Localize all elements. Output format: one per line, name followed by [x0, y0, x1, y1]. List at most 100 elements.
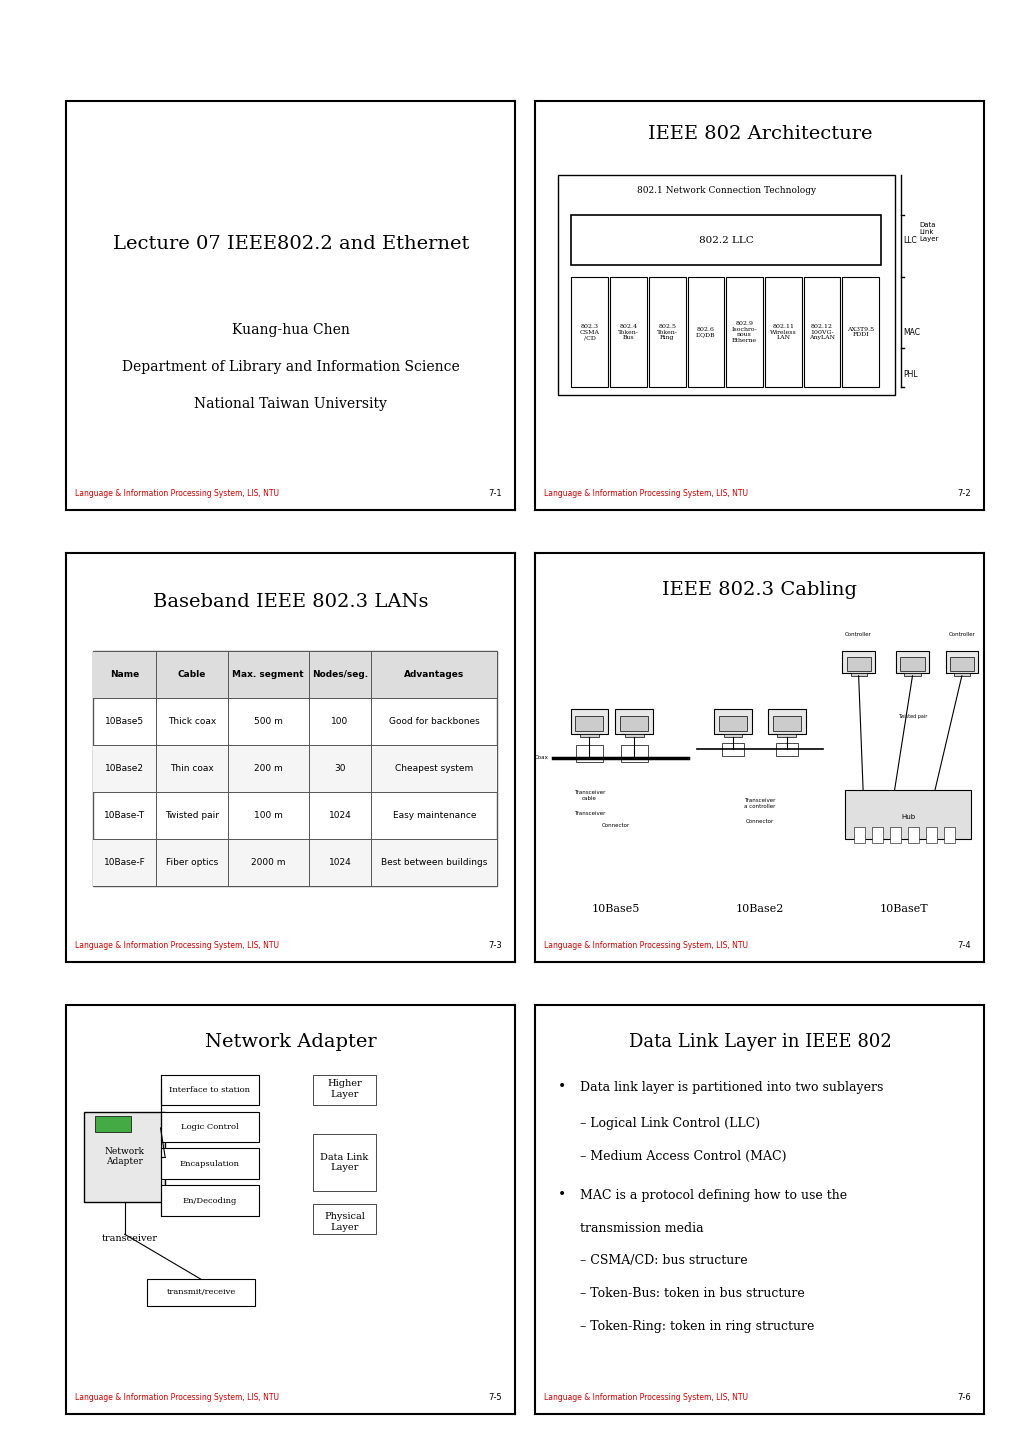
Bar	[943, 827, 954, 843]
Text: Data
Link
Layer: Data Link Layer	[918, 222, 937, 242]
FancyBboxPatch shape	[571, 215, 880, 264]
Text: Connector: Connector	[745, 820, 773, 824]
Text: Data link layer is partitioned into two sublayers: Data link layer is partitioned into two …	[580, 1081, 882, 1094]
Text: transmit/receive: transmit/receive	[166, 1289, 235, 1296]
Text: 802.12
100VG-
AnyLAN: 802.12 100VG- AnyLAN	[808, 323, 835, 341]
Bar	[713, 709, 751, 734]
Text: Network
Adapter: Network Adapter	[105, 1147, 145, 1166]
Bar	[853, 827, 864, 843]
Text: LLC: LLC	[903, 235, 916, 244]
Text: Twisted pair: Twisted pair	[897, 714, 926, 719]
Bar	[721, 743, 744, 756]
Text: Language & Information Processing System, LIS, NTU: Language & Information Processing System…	[544, 489, 748, 498]
Text: Thin coax: Thin coax	[170, 765, 214, 773]
Text: 1024: 1024	[328, 859, 352, 867]
Bar	[576, 746, 602, 762]
Text: Language & Information Processing System, LIS, NTU: Language & Information Processing System…	[75, 1392, 279, 1403]
Text: Nodes/seg.: Nodes/seg.	[312, 671, 368, 680]
Text: 10Base5: 10Base5	[591, 903, 640, 913]
Bar	[718, 716, 746, 732]
Bar	[871, 827, 882, 843]
Bar	[147, 1280, 255, 1306]
Text: PHL: PHL	[903, 371, 917, 380]
Bar	[570, 709, 607, 734]
Bar	[160, 1149, 259, 1179]
Text: – Medium Access Control (MAC): – Medium Access Control (MAC)	[580, 1150, 786, 1163]
Text: 10BaseT: 10BaseT	[878, 903, 927, 913]
Bar	[620, 716, 648, 732]
Bar	[96, 1115, 131, 1131]
Bar	[907, 827, 918, 843]
Text: Transceiver
cable: Transceiver cable	[573, 791, 604, 801]
Text: Controller: Controller	[948, 632, 974, 638]
Text: Good for backbones: Good for backbones	[388, 717, 479, 726]
Text: 802.3
CSMA
/CD: 802.3 CSMA /CD	[579, 323, 599, 341]
Bar	[949, 658, 973, 671]
Bar	[904, 672, 920, 675]
Bar	[722, 733, 742, 737]
FancyBboxPatch shape	[764, 277, 801, 387]
Text: Network Adapter: Network Adapter	[205, 1033, 376, 1051]
Text: 100: 100	[331, 717, 348, 726]
Bar	[160, 1111, 259, 1143]
Text: MAC is a protocol defining how to use the: MAC is a protocol defining how to use th…	[580, 1189, 847, 1202]
Bar	[621, 746, 647, 762]
Bar	[313, 1075, 376, 1105]
Bar	[575, 716, 603, 732]
Bar	[953, 672, 969, 675]
Text: Language & Information Processing System, LIS, NTU: Language & Information Processing System…	[544, 941, 748, 949]
Text: 10Base-F: 10Base-F	[104, 859, 146, 867]
Text: 7-4: 7-4	[956, 941, 970, 949]
Bar	[767, 709, 805, 734]
Bar	[900, 658, 923, 671]
Bar	[93, 746, 496, 792]
Text: 10Base-T: 10Base-T	[104, 811, 145, 820]
Text: – CSMA/CD: bus structure: – CSMA/CD: bus structure	[580, 1254, 747, 1267]
Bar	[925, 827, 936, 843]
Bar	[313, 1203, 376, 1234]
Text: Interface to station: Interface to station	[169, 1087, 251, 1094]
Text: Physical
Layer: Physical Layer	[324, 1212, 365, 1232]
Text: Kuang-hua Chen: Kuang-hua Chen	[231, 323, 350, 338]
Text: Data Link
Layer: Data Link Layer	[320, 1153, 368, 1172]
Text: Easy maintenance: Easy maintenance	[392, 811, 476, 820]
Text: Lecture 07 IEEE802.2 and Ethernet: Lecture 07 IEEE802.2 and Ethernet	[112, 235, 469, 253]
Text: Connector: Connector	[601, 823, 630, 828]
Text: Language & Information Processing System, LIS, NTU: Language & Information Processing System…	[544, 1392, 748, 1403]
Text: – Token-Ring: token in ring structure: – Token-Ring: token in ring structure	[580, 1320, 814, 1333]
Text: Transceiver
a controller: Transceiver a controller	[744, 798, 774, 810]
Text: Encapsulation: Encapsulation	[179, 1160, 239, 1167]
Text: Baseband IEEE 802.3 LANs: Baseband IEEE 802.3 LANs	[153, 593, 428, 612]
Bar	[160, 1075, 259, 1105]
Text: 10Base2: 10Base2	[735, 903, 784, 913]
Bar	[625, 733, 643, 737]
Text: Fiber optics: Fiber optics	[166, 859, 218, 867]
Text: 100 m: 100 m	[254, 811, 282, 820]
Text: 7-3: 7-3	[487, 941, 501, 949]
Text: 802.5
Token-
Ring: 802.5 Token- Ring	[656, 323, 677, 341]
Bar	[842, 651, 874, 674]
FancyBboxPatch shape	[687, 277, 723, 387]
Text: Higher
Layer: Higher Layer	[327, 1079, 362, 1098]
Text: National Taiwan University: National Taiwan University	[194, 397, 387, 411]
Bar	[313, 1134, 376, 1192]
Text: 30: 30	[334, 765, 345, 773]
Text: •: •	[557, 1079, 566, 1094]
Text: 7-5: 7-5	[487, 1392, 501, 1403]
Text: Twisted pair: Twisted pair	[165, 811, 219, 820]
Text: Max. segment: Max. segment	[232, 671, 304, 680]
Text: 200 m: 200 m	[254, 765, 282, 773]
Text: 1024: 1024	[328, 811, 352, 820]
Text: Transceiver: Transceiver	[573, 811, 604, 815]
Text: •: •	[557, 1189, 566, 1202]
Text: En/Decoding: En/Decoding	[182, 1196, 236, 1205]
Text: transmission media: transmission media	[580, 1222, 703, 1235]
Bar	[846, 658, 870, 671]
Bar	[85, 1111, 165, 1202]
Bar	[772, 716, 800, 732]
FancyBboxPatch shape	[803, 277, 840, 387]
Bar	[93, 651, 496, 886]
Text: 802.2 LLC: 802.2 LLC	[698, 235, 753, 244]
Bar	[945, 651, 977, 674]
Text: 802.1 Network Connection Technology: 802.1 Network Connection Technology	[636, 186, 815, 195]
